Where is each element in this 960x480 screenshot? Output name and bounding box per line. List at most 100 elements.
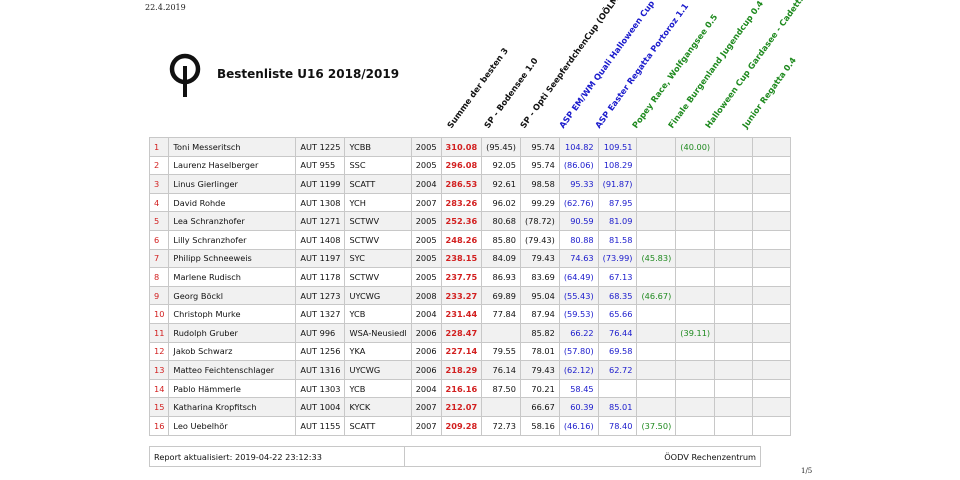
score-cell: 108.29 — [597, 155, 638, 176]
name-cell: Matteo Feichtenschlager — [168, 360, 297, 380]
sail-number-cell: AUT 1199 — [295, 174, 346, 194]
score-cell — [636, 192, 677, 213]
sail-number-cell: AUT 1256 — [295, 341, 346, 362]
score-cell: 95.74 — [519, 137, 560, 157]
score-cell: 65.66 — [597, 304, 638, 324]
rank-cell: 4 — [148, 192, 170, 213]
sail-number-cell: AUT 1308 — [295, 192, 346, 213]
sail-number-cell: AUT 1273 — [295, 285, 346, 306]
score-cell: (62.76) — [558, 192, 599, 213]
score-cell — [636, 137, 677, 157]
score-cell — [636, 155, 677, 176]
score-cell: 79.43 — [519, 360, 560, 380]
rank-cell: 12 — [148, 341, 170, 362]
table-row: 5 Lea Schranzhofer AUT 1271 SCTWV 2005 252.36… — [148, 211, 792, 231]
score-cell — [714, 397, 754, 417]
total-cell: 248.26 — [440, 229, 483, 250]
total-cell: 283.26 — [440, 192, 483, 213]
club-cell: YCH — [344, 192, 412, 213]
total-cell: 252.36 — [440, 211, 483, 231]
score-cell — [752, 211, 792, 231]
score-cell — [752, 304, 792, 324]
table-row: 11 Rudolph Gruber AUT 996 WSA-Neusiedl 2006 2… — [148, 322, 792, 343]
score-cell — [636, 229, 677, 250]
print-date: 22.4.2019 — [145, 3, 186, 12]
table-row: 7 Philipp Schneeweis AUT 1197 SYC 2005 238.15… — [148, 248, 792, 269]
table-row: 9 Georg Böckl AUT 1273 UYCWG 2008 233.27 69.89… — [148, 285, 792, 306]
score-cell — [752, 137, 792, 157]
score-cell: (46.16) — [558, 415, 599, 436]
sail-number-cell: AUT 1408 — [295, 229, 346, 250]
score-cell — [597, 378, 638, 399]
score-cell: (86.06) — [558, 155, 599, 176]
name-cell: Toni Messeritsch — [168, 137, 297, 157]
score-cell — [714, 378, 754, 399]
name-cell: Laurenz Haselberger — [168, 155, 297, 176]
score-cell — [675, 415, 716, 436]
score-cell: 87.95 — [597, 192, 638, 213]
score-cell: (46.67) — [636, 285, 677, 306]
score-cell: 98.58 — [519, 174, 560, 194]
year-cell: 2004 — [410, 378, 442, 399]
name-cell: Lea Schranzhofer — [168, 211, 297, 231]
score-cell — [675, 267, 716, 287]
score-cell — [714, 267, 754, 287]
score-cell: 80.68 — [481, 211, 521, 231]
name-cell: Pablo Hämmerle — [168, 378, 297, 399]
table-row: 4 David Rohde AUT 1308 YCH 2007 283.26 96.02 99… — [148, 192, 792, 213]
table-row: 10 Christoph Murke AUT 1327 YCB 2004 231.44 77… — [148, 304, 792, 324]
year-cell: 2007 — [410, 397, 442, 417]
score-cell — [752, 192, 792, 213]
name-cell: Georg Böckl — [168, 285, 297, 306]
rank-cell: 2 — [148, 155, 170, 176]
score-cell: 77.84 — [481, 304, 521, 324]
rank-cell: 11 — [148, 322, 170, 343]
score-cell — [636, 378, 677, 399]
year-cell: 2004 — [410, 174, 442, 194]
score-cell — [675, 397, 716, 417]
score-cell: (59.53) — [558, 304, 599, 324]
score-cell — [752, 378, 792, 399]
total-cell: 218.29 — [440, 360, 483, 380]
sail-number-cell: AUT 1225 — [295, 137, 346, 157]
score-cell — [675, 360, 716, 380]
score-cell — [481, 322, 521, 343]
total-cell: 233.27 — [440, 285, 483, 306]
club-cell: WSA-Neusiedl — [344, 322, 412, 343]
score-cell: 66.67 — [519, 397, 560, 417]
score-cell — [636, 360, 677, 380]
page-title: Bestenliste U16 2018/2019 — [217, 67, 400, 81]
score-cell: 79.55 — [481, 341, 521, 362]
score-cell — [752, 397, 792, 417]
score-cell — [675, 229, 716, 250]
score-cell: 80.88 — [558, 229, 599, 250]
total-cell: 209.28 — [440, 415, 483, 436]
club-cell: SCATT — [344, 174, 412, 194]
score-cell: (95.45) — [481, 137, 521, 157]
year-cell: 2005 — [410, 155, 442, 176]
table-row: 13 Matteo Feichtenschlager AUT 1316 UYCWG 20… — [148, 360, 792, 380]
rank-cell: 1 — [148, 137, 170, 157]
score-cell — [714, 174, 754, 194]
score-cell: 70.21 — [519, 378, 560, 399]
table-row: 1 Toni Messeritsch AUT 1225 YCBB 2005 310.08(… — [148, 137, 792, 157]
total-cell: 238.15 — [440, 248, 483, 269]
score-cell — [636, 341, 677, 362]
club-logo — [169, 53, 201, 97]
year-cell: 2006 — [410, 341, 442, 362]
club-cell: YCB — [344, 378, 412, 399]
total-cell: 296.08 — [440, 155, 483, 176]
score-cell — [714, 248, 754, 269]
rank-cell: 3 — [148, 174, 170, 194]
rank-cell: 16 — [148, 415, 170, 436]
score-cell: 92.61 — [481, 174, 521, 194]
column-header: Summe der besten 3 — [444, 45, 510, 130]
score-cell: 87.94 — [519, 304, 560, 324]
table-row: 12 Jakob Schwarz AUT 1256 YKA 2006 227.14 79.5… — [148, 341, 792, 362]
rank-cell: 14 — [148, 378, 170, 399]
table-row: 6 Lilly Schranzhofer AUT 1408 SCTWV 2005 248.… — [148, 229, 792, 250]
score-cell: 85.82 — [519, 322, 560, 343]
score-cell: 60.39 — [558, 397, 599, 417]
name-cell: Linus Gierlinger — [168, 174, 297, 194]
page-number: 1/5 — [801, 467, 813, 475]
